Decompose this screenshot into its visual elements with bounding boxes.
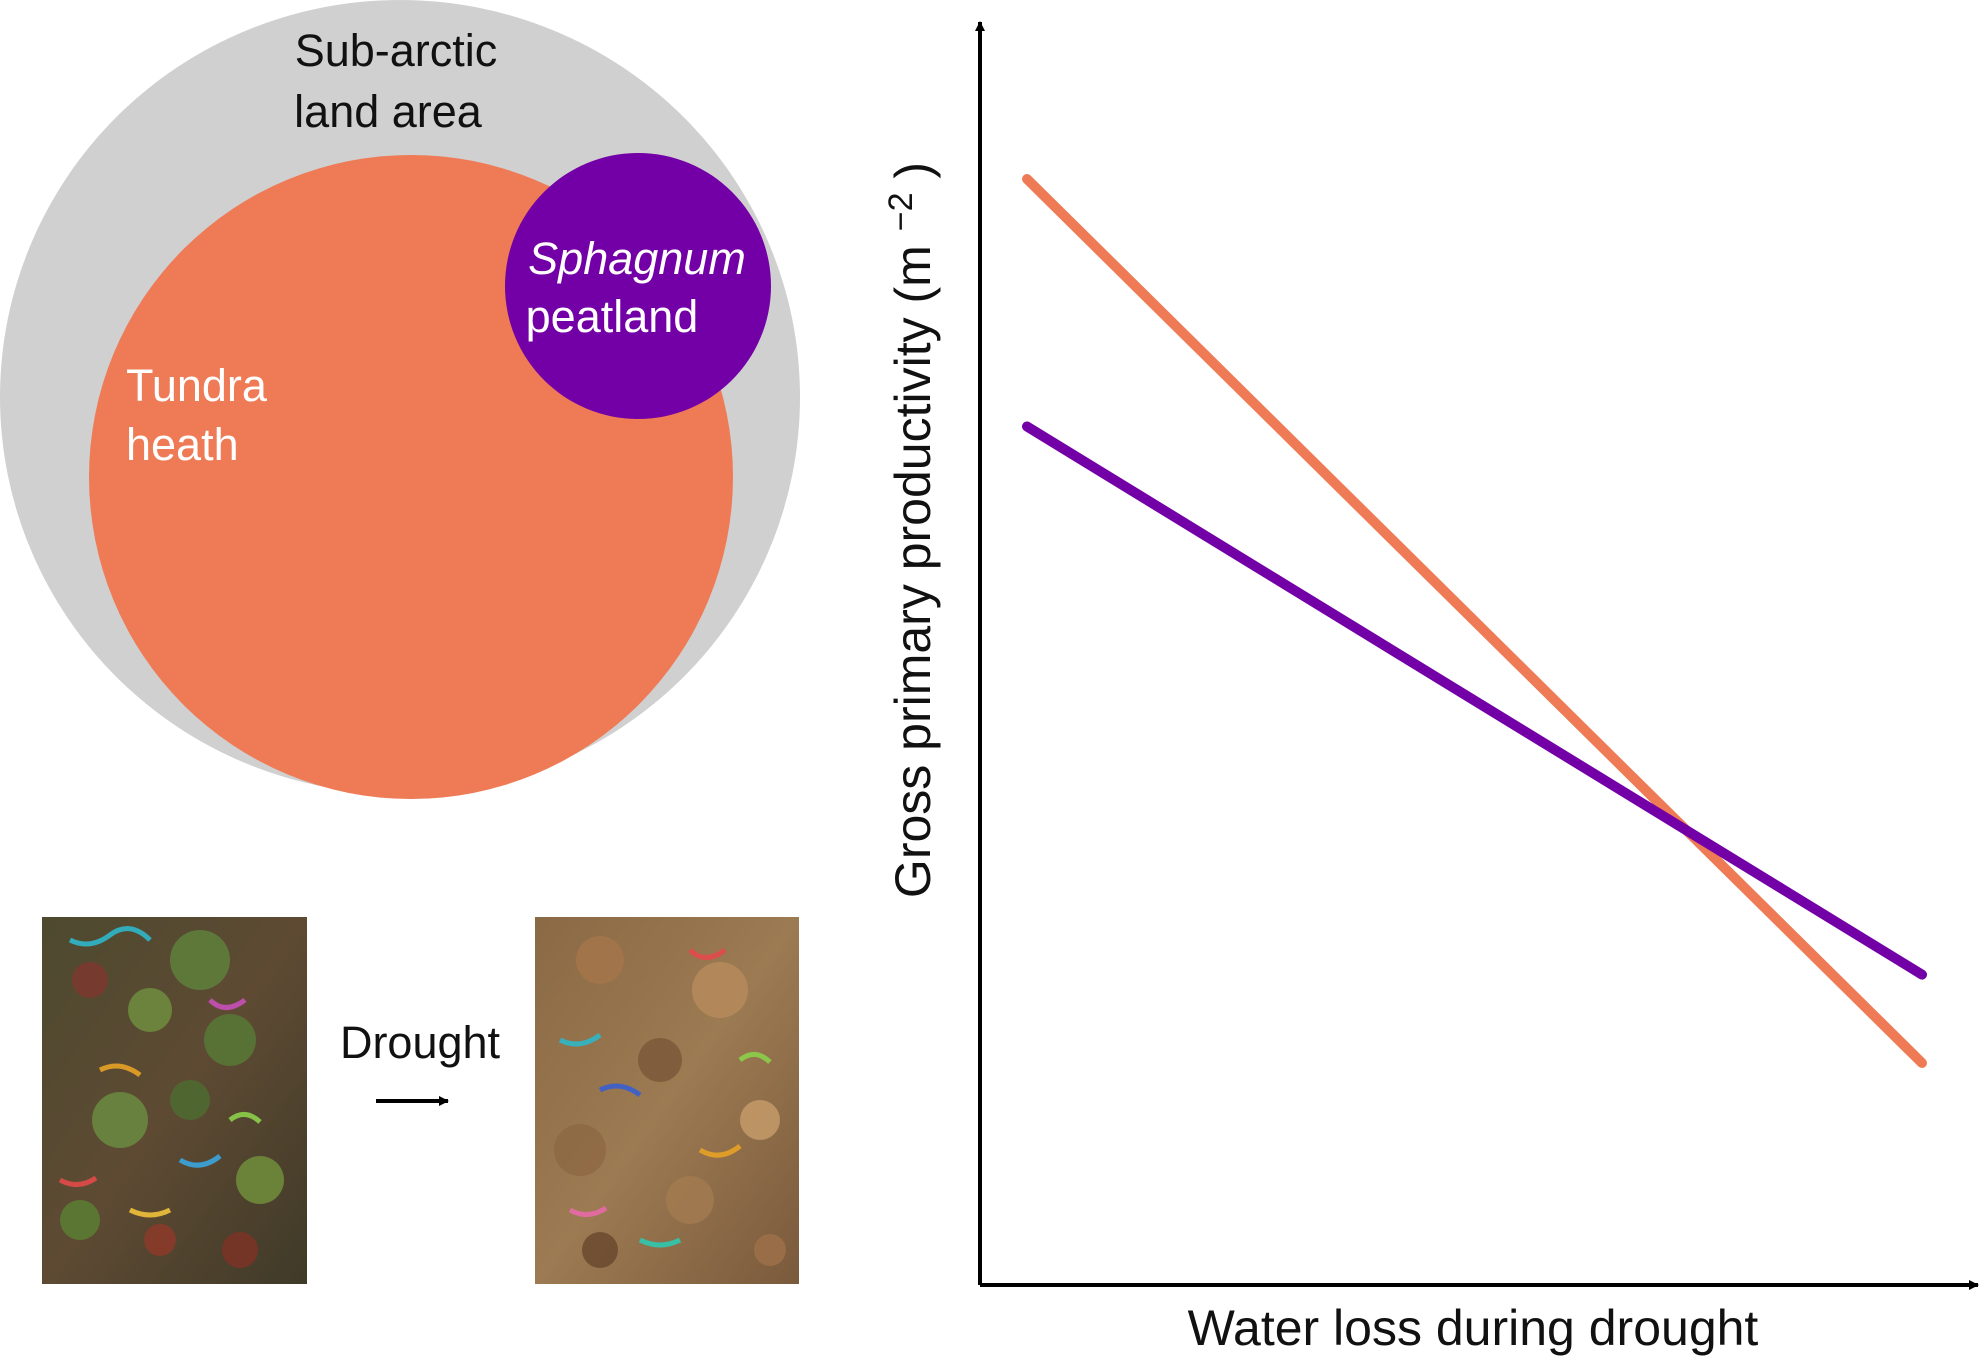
photo-before	[42, 917, 307, 1284]
y-axis-label-unit-exp: −2	[882, 192, 920, 231]
sphagnum-label-line2: peatland	[526, 291, 699, 342]
y-axis-label-unit-close: )	[885, 162, 941, 179]
tundra-heath-label-line1: Tundra	[126, 360, 268, 411]
x-axis-label: Water loss during drought	[1188, 1300, 1759, 1356]
tundra-heath-label-line2: heath	[126, 419, 239, 470]
chart: Water loss during drought Gross primary …	[867, 21, 1979, 1356]
y-axis-label-unit-base: (m	[885, 245, 941, 303]
y-axis-label: Gross primary productivity (m −2 )	[867, 162, 941, 898]
sub-arctic-label-line2: land area	[294, 86, 483, 137]
drought-arrow-group: Drought	[340, 1017, 501, 1106]
series-layer	[1022, 174, 1927, 1068]
photo-after-texture	[554, 936, 786, 1268]
venn-diagram: Sub-arctic land area Tundra heath Sphagn…	[0, 0, 800, 799]
sphagnum-label-line1: Sphagnum	[528, 233, 746, 284]
drought-label: Drought	[340, 1017, 501, 1068]
vegetation-photo-after-icon	[535, 917, 799, 1284]
series-line-1	[1022, 174, 1927, 1068]
photo-before-texture	[58, 926, 284, 1268]
photo-after	[535, 917, 799, 1284]
series-line-2	[1022, 421, 1927, 980]
sub-arctic-label-line1: Sub-arctic	[295, 25, 498, 76]
y-axis-label-main: Gross primary productivity	[885, 317, 941, 898]
sphagnum-peatland-circle	[505, 153, 771, 419]
